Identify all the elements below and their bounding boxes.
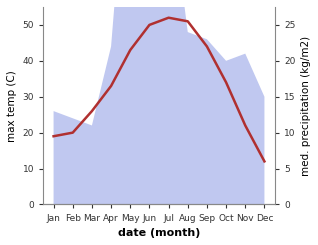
- Y-axis label: med. precipitation (kg/m2): med. precipitation (kg/m2): [301, 36, 311, 176]
- X-axis label: date (month): date (month): [118, 228, 200, 238]
- Y-axis label: max temp (C): max temp (C): [7, 70, 17, 142]
